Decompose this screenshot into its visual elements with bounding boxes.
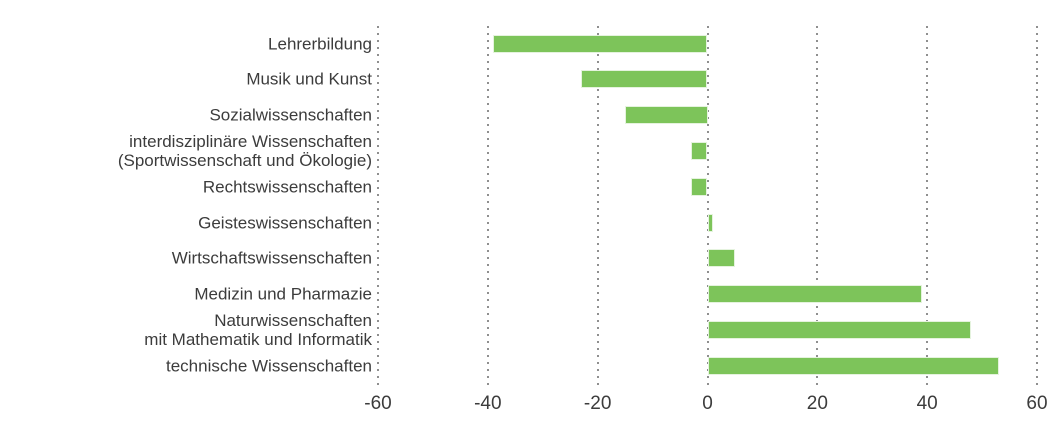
category-label: Musik und Kunst [246,69,372,89]
category-label: technische Wissenschaften [166,356,372,376]
category-label: Lehrerbildung [268,34,372,53]
x-tick-label: -60 [364,393,392,414]
x-tick-label: 40 [916,393,938,414]
x-tick-label: 0 [702,393,713,414]
grid-line [377,26,379,390]
bar [707,249,735,268]
bar [581,70,708,89]
x-tick-label: 60 [1026,393,1048,414]
category-label: interdisziplinäre Wissenschaften (Sportw… [117,131,372,170]
bar [707,285,922,304]
bar [625,106,708,125]
grid-line [1036,26,1038,390]
grid-line [596,26,599,390]
grid-line [926,26,929,390]
category-label: Rechtswissenschaften [202,177,372,197]
bar [707,356,999,375]
grid-line [706,26,709,390]
bar [493,34,708,53]
grid-line [486,26,489,390]
x-tick-label: 20 [806,393,828,414]
bar [691,141,708,160]
bar [707,213,713,232]
bar [691,177,708,196]
category-label: Geisteswissenschaften [198,213,372,233]
category-label: Sozialwissenschaften [209,105,372,125]
x-tick-label: -20 [583,393,612,414]
category-label: Medizin und Pharmazie [194,284,372,304]
x-tick-label: -40 [474,393,502,414]
category-label: Naturwissenschaften mit Mathematik und I… [144,311,372,350]
bar [707,321,972,340]
category-label: Wirtschaftswissenschaften [171,248,372,268]
grid-line [816,26,819,390]
